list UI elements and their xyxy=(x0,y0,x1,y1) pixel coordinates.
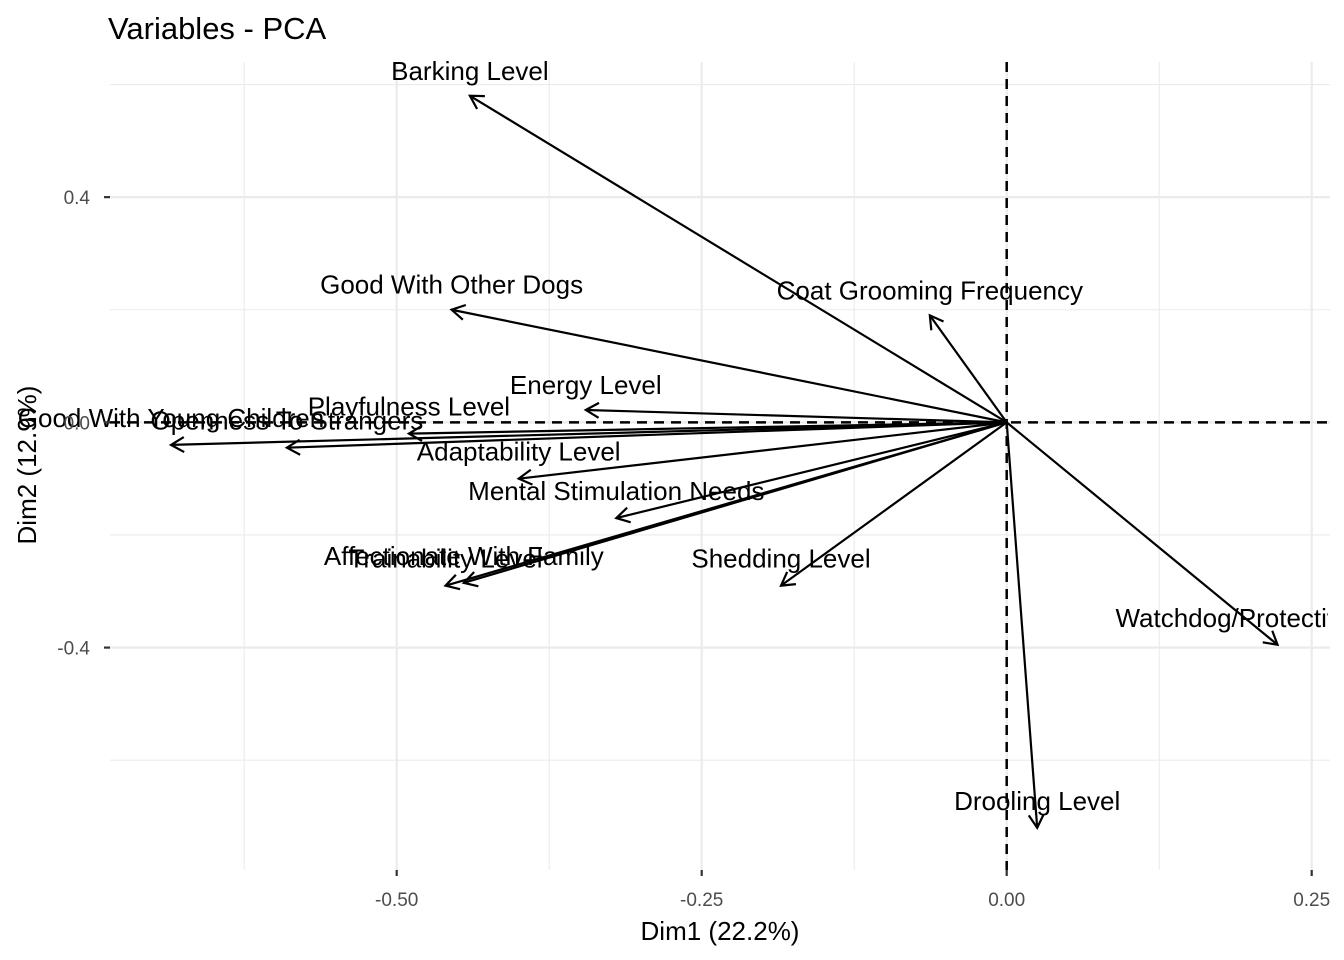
chart-title: Variables - PCA xyxy=(108,11,327,46)
variable-label: Watchdog/Protective Nature xyxy=(1115,603,1344,633)
variable-label: Drooling Level xyxy=(954,786,1120,816)
variable-label: Good With Young Children xyxy=(18,403,324,433)
x-tick-label: 0.00 xyxy=(988,890,1025,911)
x-tick-label: -0.50 xyxy=(375,890,418,911)
variable-arrow xyxy=(443,421,1008,591)
variable-arrow xyxy=(779,421,1008,587)
axis-ticks: -0.50 -0.25 0.00 0.25 0.4 0.0 -0.4 xyxy=(57,188,1330,911)
y-tick-label: 0.0 xyxy=(64,413,90,434)
variable-arrows xyxy=(168,94,1280,830)
variable-arrow xyxy=(928,313,1008,424)
x-axis-title: Dim1 (22.2%) xyxy=(641,916,800,946)
variable-arrow xyxy=(614,421,1007,524)
variable-arrow xyxy=(1006,421,1280,647)
variable-label: Barking Level xyxy=(391,56,549,86)
variable-labels: Barking Level Good With Other Dogs Coat Gr… xyxy=(18,56,1344,816)
variable-label: Mental Stimulation Needs xyxy=(468,476,764,506)
variable-arrow xyxy=(449,303,1007,424)
variable-arrow xyxy=(516,421,1007,486)
variable-arrow xyxy=(468,94,1008,424)
x-tick-label: -0.25 xyxy=(680,890,723,911)
variable-arrow xyxy=(583,401,1007,424)
variable-label: Playfulness Level xyxy=(308,392,510,422)
y-axis-title: Dim2 (12.9%) xyxy=(12,386,42,545)
variable-arrow xyxy=(1005,422,1045,830)
variable-label: Coat Grooming Frequency xyxy=(777,275,1083,305)
y-tick-label: -0.4 xyxy=(57,639,90,660)
variable-label: Good With Other Dogs xyxy=(320,270,583,300)
variable-label: Energy Level xyxy=(510,370,662,400)
variable-label: Shedding Level xyxy=(691,544,870,574)
variable-label: Affectionate With Family xyxy=(324,541,604,571)
variable-arrow xyxy=(168,421,1007,453)
grid xyxy=(110,62,1330,870)
x-tick-label: 0.25 xyxy=(1293,890,1330,911)
reference-lines xyxy=(110,62,1330,870)
variable-label: Trainability Level xyxy=(348,544,542,574)
y-tick-label: 0.4 xyxy=(64,188,91,209)
variable-arrow xyxy=(284,421,1007,456)
variable-label: Openness To Strangers xyxy=(151,406,424,436)
variable-label: Adaptability Level xyxy=(417,437,621,467)
